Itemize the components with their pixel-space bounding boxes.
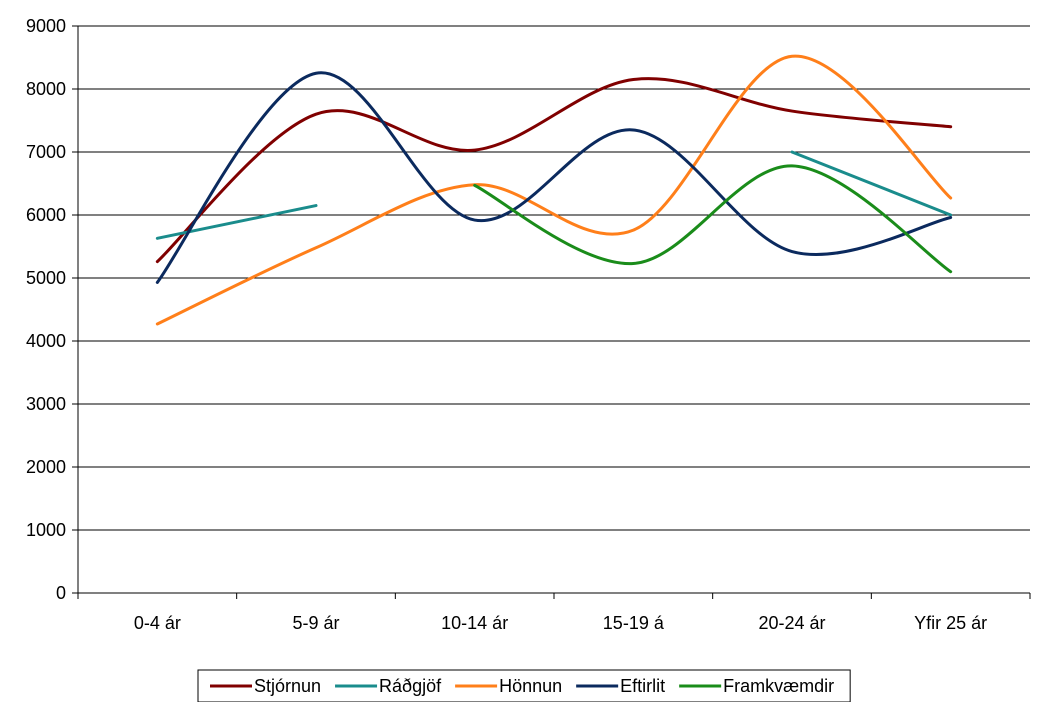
x-tick-label: 15-19 á — [603, 613, 665, 633]
series-line-stjo-rnun — [155, 77, 953, 264]
legend-label-stjo-rnun: Stjórnun — [254, 676, 321, 696]
legend-box — [197, 669, 851, 703]
x-tick-labels: 0-4 ár 5-9 ár 10-14 ár 15-19 á 20-24 ár Yfir … — [77, 593, 1031, 633]
series-line-ho-nnun — [155, 54, 953, 326]
y-tick-labels: 0 1000 2000 3000 4000 5000 6000 7000 8000 9000 — [26, 16, 66, 603]
y-tick-label: 9000 — [26, 16, 66, 36]
series-line-ra-gjo-f — [155, 204, 318, 240]
y-tick-label: 5000 — [26, 268, 66, 288]
legend-label-eftirlit: Eftirlit — [620, 676, 665, 696]
x-tick-label: 10-14 ár — [441, 613, 508, 633]
series-line-eftirlit — [155, 71, 953, 284]
legend-label-ra-gjo-f: Ráðgjöf — [379, 676, 442, 696]
series-line-ra-gjo-f — [790, 150, 953, 217]
y-tick-label: 3000 — [26, 394, 66, 414]
y-tick-label: 2000 — [26, 457, 66, 477]
y-tick-label: 7000 — [26, 142, 66, 162]
legend: Stjórnun Ráðgjöf Hönnun Eftirlit Framkvæmdir — [197, 669, 851, 703]
y-tick-label: 6000 — [26, 205, 66, 225]
y-tick-label: 0 — [56, 583, 66, 603]
legend-label-framkv-mdir: Framkvæmdir — [723, 676, 834, 696]
x-tick-label: 5-9 ár — [292, 613, 339, 633]
x-tick-label: 20-24 ár — [758, 613, 825, 633]
series-line-framkv-mdir — [473, 164, 953, 274]
series-lines — [155, 54, 953, 326]
y-tick-label: 8000 — [26, 79, 66, 99]
legend-label-ho-nnun: Hönnun — [499, 676, 562, 696]
axes — [77, 26, 1030, 594]
x-tick-label: 0-4 ár — [134, 613, 181, 633]
x-tick-label: Yfir 25 ár — [914, 613, 987, 633]
y-tick-label: 1000 — [26, 520, 66, 540]
y-tick-label: 4000 — [26, 331, 66, 351]
gridlines — [72, 25, 1030, 594]
